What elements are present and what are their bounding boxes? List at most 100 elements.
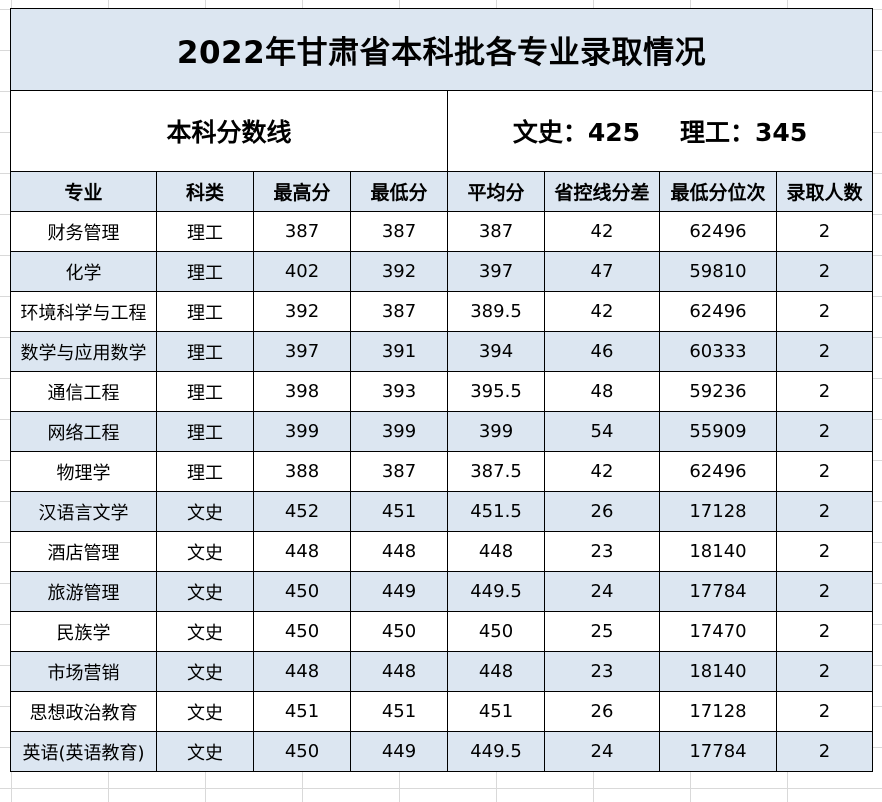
cell-min-rank[interactable]: 62496 xyxy=(659,451,777,492)
cell-category[interactable]: 文史 xyxy=(156,611,254,652)
cell-major[interactable]: 环境科学与工程 xyxy=(10,291,157,332)
cell-admitted-count[interactable]: 2 xyxy=(775,731,874,772)
cell-min-rank[interactable]: 55909 xyxy=(659,411,777,452)
cell-min-score[interactable]: 392 xyxy=(350,251,448,292)
cell-min-score[interactable]: 448 xyxy=(350,531,448,572)
score-line-label[interactable]: 本科分数线 xyxy=(10,90,448,172)
cell-min-rank[interactable]: 18140 xyxy=(659,531,777,572)
cell-admitted-count[interactable]: 2 xyxy=(775,611,874,652)
cell-major[interactable]: 数学与应用数学 xyxy=(10,331,157,372)
cell-max-score[interactable]: 452 xyxy=(253,491,351,532)
cell-category[interactable]: 文史 xyxy=(156,531,254,572)
cell-min-rank[interactable]: 60333 xyxy=(659,331,777,372)
cell-score-diff[interactable]: 42 xyxy=(544,211,660,252)
cell-min-score[interactable]: 393 xyxy=(350,371,448,412)
cell-admitted-count[interactable]: 2 xyxy=(775,371,874,412)
column-header-avg-score[interactable]: 平均分 xyxy=(447,171,545,212)
column-header-major[interactable]: 专业 xyxy=(10,171,157,212)
cell-category[interactable]: 理工 xyxy=(156,371,254,412)
cell-category[interactable]: 文史 xyxy=(156,571,254,612)
cell-admitted-count[interactable]: 2 xyxy=(775,691,874,732)
cell-score-diff[interactable]: 23 xyxy=(544,531,660,572)
cell-avg-score[interactable]: 450 xyxy=(447,611,545,652)
cell-major[interactable]: 思想政治教育 xyxy=(10,691,157,732)
cell-min-rank[interactable]: 18140 xyxy=(659,651,777,692)
cell-avg-score[interactable]: 394 xyxy=(447,331,545,372)
cell-avg-score[interactable]: 451 xyxy=(447,691,545,732)
cell-major[interactable]: 英语(英语教育) xyxy=(10,731,157,772)
column-header-min-score[interactable]: 最低分 xyxy=(350,171,448,212)
cell-major[interactable]: 网络工程 xyxy=(10,411,157,452)
cell-major[interactable]: 化学 xyxy=(10,251,157,292)
cell-max-score[interactable]: 398 xyxy=(253,371,351,412)
cell-admitted-count[interactable]: 2 xyxy=(775,331,874,372)
cell-avg-score[interactable]: 451.5 xyxy=(447,491,545,532)
cell-category[interactable]: 文史 xyxy=(156,651,254,692)
cell-score-diff[interactable]: 42 xyxy=(544,291,660,332)
cell-admitted-count[interactable]: 2 xyxy=(775,451,874,492)
cell-max-score[interactable]: 402 xyxy=(253,251,351,292)
cell-admitted-count[interactable]: 2 xyxy=(775,531,874,572)
column-header-max-score[interactable]: 最高分 xyxy=(253,171,351,212)
cell-major[interactable]: 汉语言文学 xyxy=(10,491,157,532)
cell-max-score[interactable]: 448 xyxy=(253,531,351,572)
cell-admitted-count[interactable]: 2 xyxy=(775,251,874,292)
cell-admitted-count[interactable]: 2 xyxy=(775,411,874,452)
cell-avg-score[interactable]: 395.5 xyxy=(447,371,545,412)
cell-min-score[interactable]: 449 xyxy=(350,731,448,772)
cell-min-score[interactable]: 449 xyxy=(350,571,448,612)
cell-score-diff[interactable]: 23 xyxy=(544,651,660,692)
column-header-min-rank[interactable]: 最低分位次 xyxy=(659,171,777,212)
cell-avg-score[interactable]: 397 xyxy=(447,251,545,292)
cell-category[interactable]: 理工 xyxy=(156,451,254,492)
cell-major[interactable]: 旅游管理 xyxy=(10,571,157,612)
cell-min-score[interactable]: 391 xyxy=(350,331,448,372)
cell-min-score[interactable]: 448 xyxy=(350,651,448,692)
cell-score-diff[interactable]: 46 xyxy=(544,331,660,372)
score-line-values[interactable]: 文史：425 理工：345 xyxy=(446,90,874,172)
cell-category[interactable]: 文史 xyxy=(156,691,254,732)
cell-max-score[interactable]: 397 xyxy=(253,331,351,372)
cell-min-score[interactable]: 399 xyxy=(350,411,448,452)
cell-category[interactable]: 理工 xyxy=(156,411,254,452)
cell-min-rank[interactable]: 62496 xyxy=(659,211,777,252)
cell-avg-score[interactable]: 449.5 xyxy=(447,731,545,772)
cell-score-diff[interactable]: 48 xyxy=(544,371,660,412)
cell-max-score[interactable]: 392 xyxy=(253,291,351,332)
cell-avg-score[interactable]: 389.5 xyxy=(447,291,545,332)
cell-min-score[interactable]: 387 xyxy=(350,451,448,492)
cell-score-diff[interactable]: 42 xyxy=(544,451,660,492)
cell-major[interactable]: 财务管理 xyxy=(10,211,157,252)
cell-min-rank[interactable]: 17470 xyxy=(659,611,777,652)
cell-min-rank[interactable]: 17784 xyxy=(659,731,777,772)
cell-max-score[interactable]: 388 xyxy=(253,451,351,492)
cell-category[interactable]: 文史 xyxy=(156,491,254,532)
cell-admitted-count[interactable]: 2 xyxy=(775,571,874,612)
cell-min-score[interactable]: 387 xyxy=(350,211,448,252)
cell-max-score[interactable]: 450 xyxy=(253,611,351,652)
cell-avg-score[interactable]: 387.5 xyxy=(447,451,545,492)
cell-major[interactable]: 市场营销 xyxy=(10,651,157,692)
cell-major[interactable]: 酒店管理 xyxy=(10,531,157,572)
cell-max-score[interactable]: 399 xyxy=(253,411,351,452)
cell-min-rank[interactable]: 59810 xyxy=(659,251,777,292)
cell-category[interactable]: 理工 xyxy=(156,331,254,372)
cell-max-score[interactable]: 450 xyxy=(253,731,351,772)
cell-major[interactable]: 物理学 xyxy=(10,451,157,492)
cell-avg-score[interactable]: 448 xyxy=(447,531,545,572)
cell-category[interactable]: 文史 xyxy=(156,731,254,772)
cell-major[interactable]: 民族学 xyxy=(10,611,157,652)
cell-avg-score[interactable]: 449.5 xyxy=(447,571,545,612)
cell-max-score[interactable]: 448 xyxy=(253,651,351,692)
cell-min-score[interactable]: 450 xyxy=(350,611,448,652)
cell-category[interactable]: 理工 xyxy=(156,211,254,252)
cell-min-score[interactable]: 387 xyxy=(350,291,448,332)
cell-major[interactable]: 通信工程 xyxy=(10,371,157,412)
cell-score-diff[interactable]: 54 xyxy=(544,411,660,452)
page-title[interactable]: 2022年甘肃省本科批各专业录取情况 xyxy=(9,8,874,91)
cell-min-score[interactable]: 451 xyxy=(350,491,448,532)
cell-score-diff[interactable]: 26 xyxy=(544,491,660,532)
cell-admitted-count[interactable]: 2 xyxy=(775,211,874,252)
cell-min-rank[interactable]: 17784 xyxy=(659,571,777,612)
cell-category[interactable]: 理工 xyxy=(156,291,254,332)
